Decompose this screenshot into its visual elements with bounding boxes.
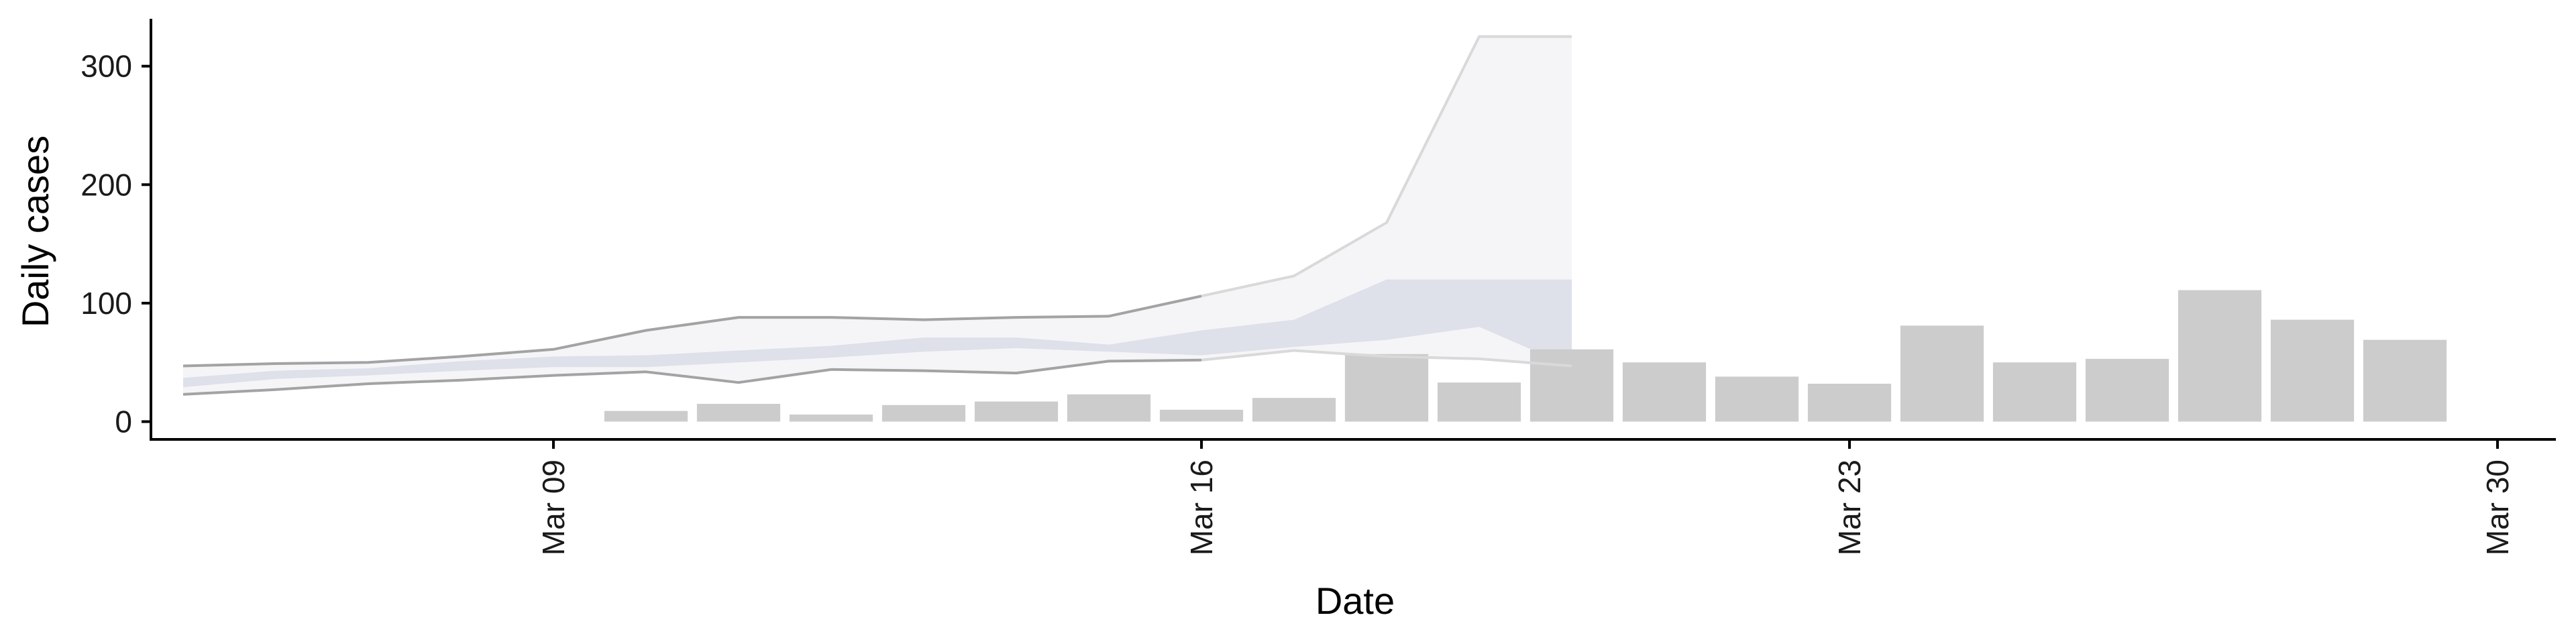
y-tick-label: 0: [115, 405, 132, 439]
bar: [974, 401, 1059, 422]
y-tick-label: 200: [80, 167, 132, 202]
bar: [1807, 384, 1892, 422]
bar: [1529, 349, 1614, 422]
x-tick-label: Mar 16: [1184, 460, 1219, 555]
bar: [1900, 325, 1984, 422]
bar: [1622, 362, 1707, 422]
outer-interval-band: [183, 36, 1572, 394]
bar: [2085, 358, 2169, 422]
bar: [1252, 398, 1336, 422]
bar: [1715, 376, 1799, 422]
bar: [789, 414, 873, 422]
x-tick-label: Mar 09: [536, 460, 571, 555]
y-axis-ticks: 0 100 200 300: [80, 49, 151, 439]
bar: [1992, 362, 2077, 422]
y-tick-label: 300: [80, 49, 132, 84]
x-tick-label: Mar 30: [2480, 460, 2515, 555]
upper-bound-line-faded: [1201, 35, 1572, 298]
bar: [696, 404, 781, 422]
bar: [2270, 319, 2355, 422]
x-tick-label: Mar 23: [1832, 460, 1867, 555]
bar-series: [604, 290, 2447, 422]
x-axis-title: Date: [1316, 580, 1395, 622]
bar: [2178, 290, 2262, 422]
bar: [1159, 409, 1244, 422]
forecast-bands: [183, 36, 1572, 394]
bar: [1067, 394, 1151, 422]
upper-bound-line: [182, 294, 1202, 368]
axes: [150, 19, 2556, 441]
bar: [2363, 339, 2447, 422]
x-axis-ticks: Mar 09 Mar 16 Mar 23 Mar 30: [536, 439, 2515, 555]
bar: [881, 405, 966, 422]
lower-bound-line: [182, 358, 1202, 396]
bar: [604, 411, 688, 422]
lower-bound-line-faded: [1201, 349, 1572, 368]
forecast-edge-lines: [182, 35, 1572, 396]
y-tick-label: 100: [80, 286, 132, 321]
inner-interval-band: [183, 279, 1572, 388]
bar: [1437, 382, 1521, 422]
bar: [1344, 354, 1429, 422]
y-axis-title: Daily cases: [14, 136, 56, 327]
